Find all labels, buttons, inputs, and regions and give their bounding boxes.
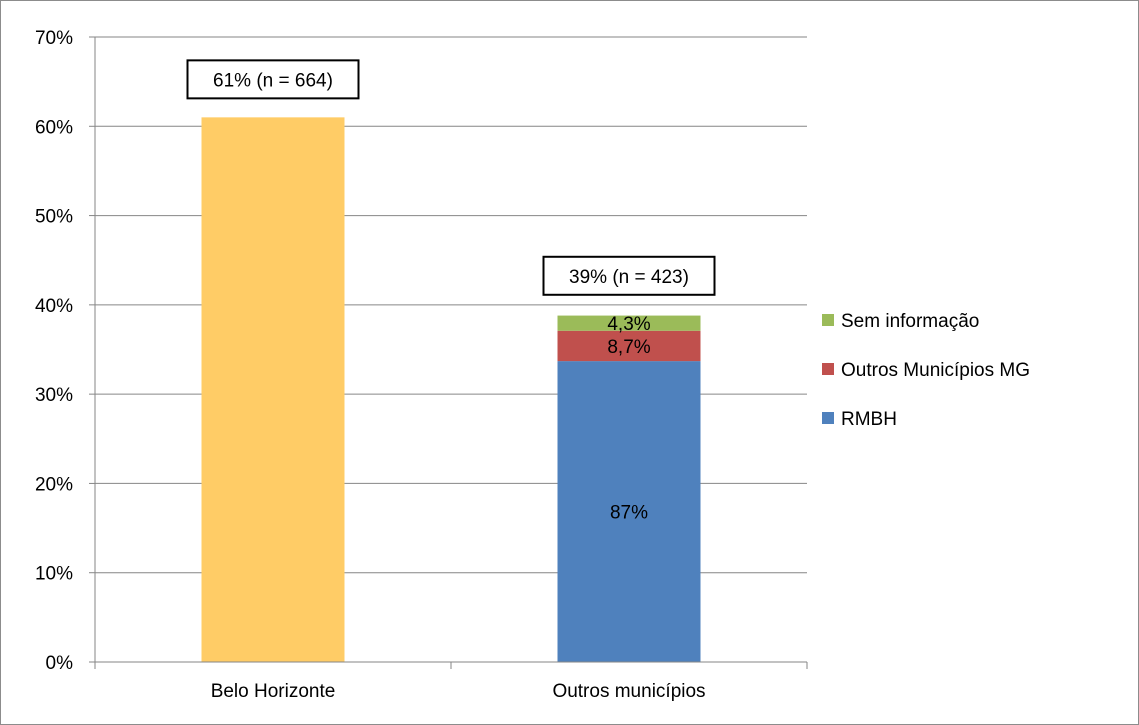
legend-swatch (822, 314, 834, 326)
y-tick-label: 20% (35, 474, 73, 495)
legend-label: RMBH (841, 409, 897, 430)
legend: Sem informação Outros Municípios MG RMBH (822, 311, 1030, 430)
data-label: 4,3% (607, 314, 650, 335)
bar-segment (557, 361, 701, 662)
total-label: 39% (n = 423) (569, 267, 689, 288)
data-labels: 87% 8,7%4,3% 61% (n = 664) 39% (n = 423) (186, 59, 716, 524)
legend-label: Outros Municípios MG (841, 360, 1030, 381)
bar-segment (557, 315, 701, 331)
bar-segment (201, 117, 345, 663)
bar-segment (557, 330, 701, 362)
legend-label: Sem informação (841, 311, 979, 332)
total-label: 61% (n = 664) (213, 70, 333, 91)
x-tick-label: Belo Horizonte (211, 681, 336, 702)
total-label-box (186, 59, 360, 100)
axes: 0% 10% 20% 30% 40% 50% 60% 70% Belo Horizonte Out… (35, 28, 808, 702)
x-tick-label: Outros municípios (552, 681, 705, 702)
data-label: 8,7% (607, 337, 650, 358)
y-tick-label: 50% (35, 207, 73, 228)
y-tick-label: 70% (35, 28, 73, 49)
y-tick-label: 10% (35, 564, 73, 585)
bars (201, 117, 701, 663)
y-tick-label: 60% (35, 117, 73, 138)
y-tick-label: 40% (35, 296, 73, 317)
total-label-box (542, 255, 716, 296)
legend-swatch (822, 412, 834, 424)
y-tick-label: 0% (46, 653, 74, 674)
legend-swatch (822, 363, 834, 375)
y-tick-label: 30% (35, 385, 73, 406)
data-label: 87% (610, 503, 648, 524)
